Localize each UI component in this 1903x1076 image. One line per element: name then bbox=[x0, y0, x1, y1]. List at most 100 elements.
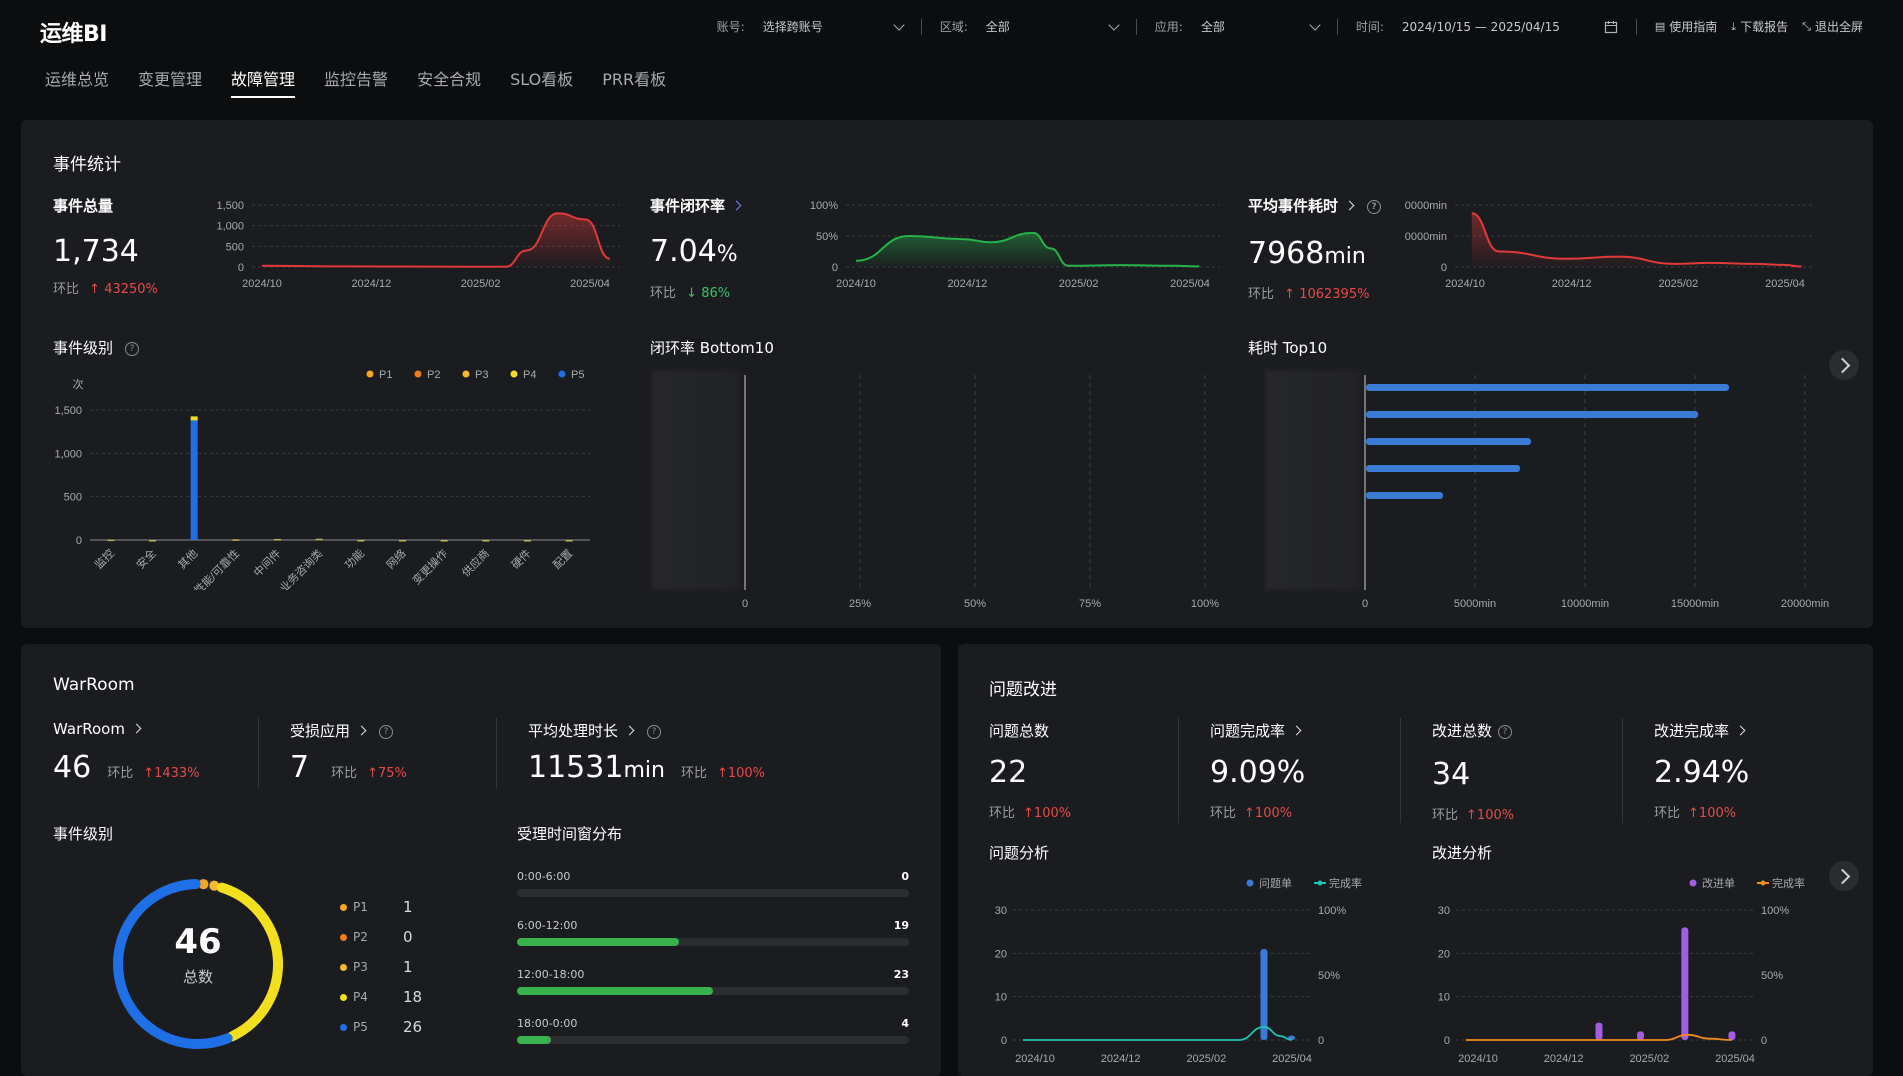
bar-segment bbox=[190, 416, 198, 421]
improve-analysis-title: 改进分析 bbox=[1432, 844, 1493, 862]
arrow-up-icon: ↑ bbox=[1023, 806, 1034, 821]
y2-tick-label: 100% bbox=[1761, 905, 1789, 917]
app-filter[interactable]: 应用: 全部 bbox=[1155, 18, 1321, 35]
bar bbox=[565, 540, 573, 542]
download-button[interactable]: ⤓ 下载报告 bbox=[1731, 18, 1788, 35]
legend-label: P2 bbox=[427, 369, 440, 381]
region-label: 区域: bbox=[939, 20, 968, 34]
tab-security[interactable]: 安全合规 bbox=[417, 70, 482, 89]
tab-ops-overview[interactable]: 运维总览 bbox=[45, 70, 110, 89]
legend-marker bbox=[366, 370, 374, 378]
next-page-button[interactable] bbox=[1829, 861, 1859, 891]
progress-fill bbox=[517, 1036, 552, 1044]
bar bbox=[190, 420, 198, 540]
x-tick-label: 2024/10 bbox=[1015, 1053, 1055, 1065]
avg-handle-label[interactable]: 平均处理时长? bbox=[528, 720, 662, 741]
chevron-down-icon bbox=[1108, 18, 1120, 31]
help-icon[interactable]: ? bbox=[125, 341, 140, 356]
x-tick-label: 硬件 bbox=[509, 547, 534, 572]
divider bbox=[1622, 718, 1623, 823]
legend-dot bbox=[340, 963, 347, 971]
x-tick-label: 配置 bbox=[551, 547, 576, 572]
legend-marker bbox=[1246, 879, 1254, 887]
tab-change-mgmt[interactable]: 变更管理 bbox=[138, 70, 203, 89]
bar bbox=[1260, 949, 1268, 1040]
legend-label: P2 bbox=[353, 930, 368, 944]
help-icon[interactable]: ? bbox=[379, 724, 394, 739]
bar bbox=[1366, 492, 1443, 499]
hb-value: 100% bbox=[727, 766, 766, 781]
help-icon[interactable]: ? bbox=[1367, 199, 1382, 214]
chevron-right-icon bbox=[131, 723, 142, 734]
series-area bbox=[262, 213, 610, 267]
total-label: 事件总量 bbox=[53, 197, 114, 215]
x-tick-label: 15000min bbox=[1671, 598, 1719, 610]
y-tick-label: 0 bbox=[832, 262, 838, 274]
window-count: 23 bbox=[893, 968, 909, 981]
hb-value: 100% bbox=[1698, 806, 1737, 821]
problem-rate-label[interactable]: 问题完成率 bbox=[1210, 720, 1302, 741]
hb-label: 环比 bbox=[1654, 806, 1681, 821]
improve-rate-label[interactable]: 改进完成率 bbox=[1654, 720, 1746, 741]
hb-label: 环比 bbox=[53, 282, 80, 297]
window-count: 4 bbox=[901, 1017, 909, 1030]
damaged-apps-label[interactable]: 受损应用? bbox=[290, 720, 394, 741]
legend-count: 1 bbox=[403, 898, 413, 916]
warroom-metric-label[interactable]: WarRoom bbox=[53, 720, 142, 738]
x-tick-label: 10000min bbox=[1561, 598, 1609, 610]
legend-dot bbox=[340, 933, 347, 941]
account-filter[interactable]: 账号: 选择跨账号 bbox=[717, 18, 905, 35]
bar bbox=[1366, 438, 1531, 445]
tab-incident-mgmt[interactable]: 故障管理 bbox=[231, 66, 296, 98]
time-filter[interactable]: 时间: 2024/10/15 — 2025/04/15 bbox=[1356, 18, 1618, 35]
hb-value: 75% bbox=[378, 766, 407, 781]
legend-marker bbox=[558, 370, 566, 378]
y-tick-label: 60000min bbox=[1405, 200, 1447, 212]
hb-label: 环比 bbox=[1432, 808, 1459, 823]
x-tick-label: 网络 bbox=[383, 546, 408, 571]
y2-tick-label: 0 bbox=[1761, 1035, 1767, 1047]
tab-monitoring[interactable]: 监控告警 bbox=[324, 70, 389, 89]
avg-handle-unit: min bbox=[623, 758, 665, 783]
panel-title: 事件统计 bbox=[53, 155, 121, 175]
x-tick-label: 25% bbox=[849, 598, 871, 610]
rate-line bbox=[1466, 1033, 1732, 1041]
x-tick-label: 2025/02 bbox=[1629, 1053, 1669, 1065]
filter-bar: 账号: 选择跨账号 区域: 全部 应用: 全部 时间: 2024/10/15 —… bbox=[717, 18, 1863, 35]
x-tick-label: 2025/02 bbox=[1658, 278, 1698, 290]
y-tick-label: 0 bbox=[1444, 1035, 1450, 1047]
y-tick-label: 100% bbox=[810, 200, 838, 212]
window-row: 12:00-18:00 23 bbox=[517, 968, 909, 995]
x-tick-label: 2024/12 bbox=[1552, 278, 1592, 290]
y-tick-label: 1,000 bbox=[54, 448, 82, 460]
help-icon[interactable]: ? bbox=[1498, 724, 1513, 739]
level-legend: P1 1 P2 0 P3 1 P4 18 P5 26 bbox=[340, 892, 440, 1042]
donut-segment bbox=[216, 882, 283, 1042]
fullscreen-button[interactable]: ⤡ 退出全屏 bbox=[1802, 18, 1863, 35]
hb-label: 环比 bbox=[650, 286, 677, 301]
bar bbox=[315, 538, 323, 541]
y-tick-label: 30 bbox=[995, 905, 1007, 917]
tab-prr[interactable]: PRR看板 bbox=[602, 70, 667, 89]
legend-count: 26 bbox=[403, 1018, 423, 1036]
divider bbox=[1135, 18, 1137, 35]
region-filter[interactable]: 区域: 全部 bbox=[939, 18, 1120, 35]
hb-value: 1433% bbox=[154, 766, 200, 781]
bar bbox=[1728, 1031, 1736, 1040]
avg-time-value: 7968min bbox=[1248, 236, 1366, 271]
legend-marker bbox=[1760, 880, 1766, 886]
divider bbox=[258, 718, 259, 788]
tab-slo[interactable]: SLO看板 bbox=[510, 70, 574, 89]
y-tick-label: 0 bbox=[1001, 1035, 1007, 1047]
next-page-button[interactable] bbox=[1829, 350, 1859, 380]
window-list: 0:00-6:00 0 6:00-12:00 19 12:00-18:00 23 18:00… bbox=[517, 870, 909, 1066]
close-rate-label[interactable]: 事件闭环率 bbox=[650, 195, 742, 216]
improve-rate-text: 改进完成率 bbox=[1654, 722, 1730, 740]
legend-item: P3 1 bbox=[340, 952, 440, 982]
x-tick-label: 业务咨询类 bbox=[276, 546, 325, 590]
x-tick-label: 2025/02 bbox=[461, 278, 501, 290]
help-icon[interactable]: ? bbox=[647, 724, 662, 739]
avg-time-label[interactable]: 平均事件耗时? bbox=[1248, 195, 1382, 216]
close-rate-number: 7.04 bbox=[650, 234, 717, 269]
guide-button[interactable]: ▤ 使用指南 bbox=[1655, 18, 1717, 35]
